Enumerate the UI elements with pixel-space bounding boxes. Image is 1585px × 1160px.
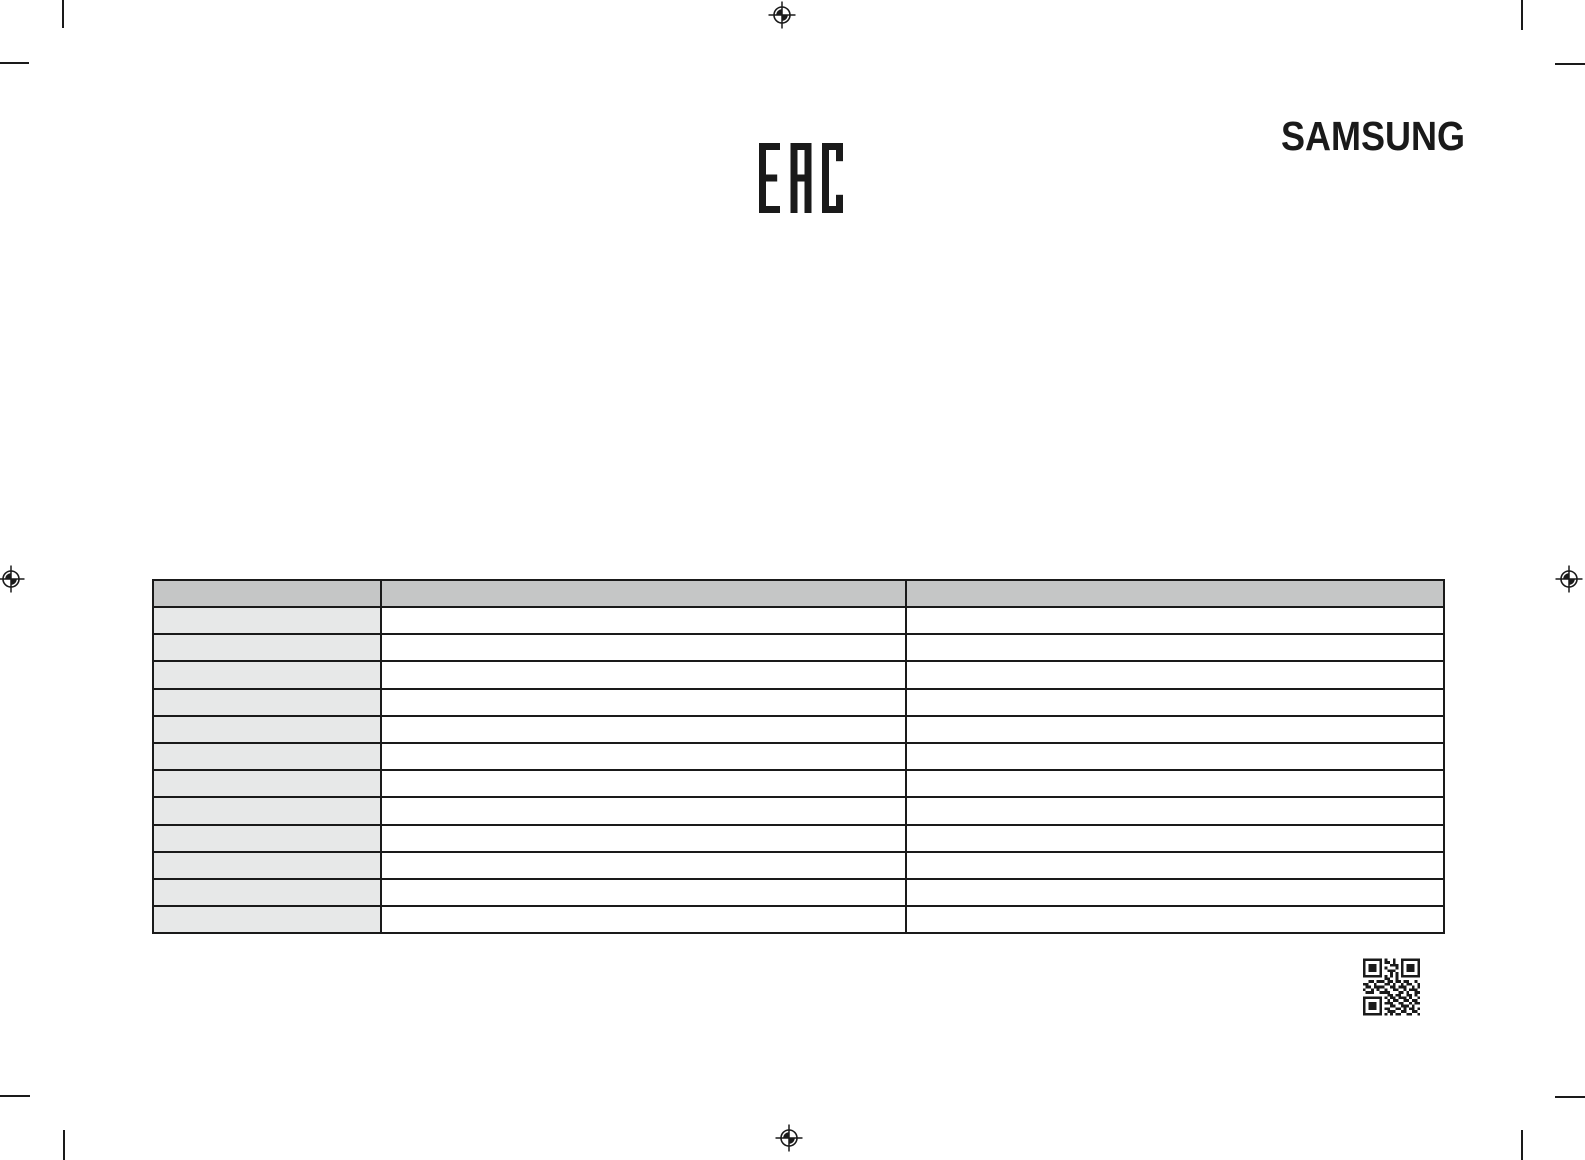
table-row [152, 714, 1445, 744]
spec-table [152, 579, 1445, 935]
table-header-cell [380, 579, 907, 608]
table-cell [905, 741, 1445, 772]
table-cell [905, 660, 1445, 690]
crop-mark-bottom-right-vertical [1521, 1130, 1523, 1160]
table-cell [905, 687, 1445, 717]
table-row-label-cell [152, 605, 382, 636]
registration-mark-top-icon [768, 1, 796, 29]
samsung-logo: SAMSUNG [1281, 113, 1466, 159]
table-cell [380, 905, 907, 935]
table-row-label-cell [152, 687, 382, 717]
crop-mark-bottom-left-vertical [63, 1130, 65, 1160]
spec-table-container [152, 579, 1445, 935]
table-row-label-cell [152, 823, 382, 853]
table-row [152, 741, 1445, 772]
table-header-cell [152, 579, 382, 608]
table-cell [380, 769, 907, 799]
table-row-label-cell [152, 769, 382, 799]
crop-mark-bottom-left-horizontal [0, 1095, 30, 1097]
table-row-label-cell [152, 877, 382, 908]
crop-mark-bottom-right-horizontal [1555, 1096, 1585, 1098]
table-cell [380, 660, 907, 690]
registration-mark-bottom-icon [775, 1124, 803, 1152]
table-row-label-cell [152, 796, 382, 826]
table-cell [905, 769, 1445, 799]
table-row [152, 877, 1445, 908]
table-row-label-cell [152, 660, 382, 690]
table-cell [380, 741, 907, 772]
table-header-cell [905, 579, 1445, 608]
table-cell [905, 796, 1445, 826]
table-cell [380, 850, 907, 880]
table-cell [905, 605, 1445, 636]
table-row [152, 905, 1445, 935]
table-row-label-cell [152, 905, 382, 935]
registration-mark-left-icon [0, 565, 25, 593]
table-header-row [152, 579, 1445, 608]
table-row [152, 823, 1445, 853]
table-cell [380, 823, 907, 853]
table-cell [905, 823, 1445, 853]
table-cell [380, 796, 907, 826]
table-cell [905, 850, 1445, 880]
table-row [152, 850, 1445, 880]
table-row [152, 687, 1445, 717]
table-cell [905, 877, 1445, 908]
crop-mark-top-left-horizontal [0, 62, 29, 64]
table-row [152, 796, 1445, 826]
table-row [152, 660, 1445, 690]
qr-code-icon [1363, 958, 1420, 1016]
table-row-label-cell [152, 741, 382, 772]
table-row-label-cell [152, 850, 382, 880]
eac-mark-icon [759, 143, 843, 213]
table-row-label-cell [152, 633, 382, 663]
table-cell [905, 905, 1445, 935]
table-cell [380, 877, 907, 908]
crop-mark-top-right-horizontal [1555, 63, 1585, 65]
registration-mark-right-icon [1555, 565, 1583, 593]
table-row [152, 605, 1445, 636]
table-cell [380, 633, 907, 663]
crop-mark-top-left-vertical [62, 0, 64, 28]
crop-mark-top-right-vertical [1521, 0, 1523, 30]
table-cell [905, 714, 1445, 744]
table-row [152, 633, 1445, 663]
table-row-label-cell [152, 714, 382, 744]
table-cell [380, 687, 907, 717]
table-row [152, 769, 1445, 799]
table-cell [380, 605, 907, 636]
table-cell [380, 714, 907, 744]
table-cell [905, 633, 1445, 663]
